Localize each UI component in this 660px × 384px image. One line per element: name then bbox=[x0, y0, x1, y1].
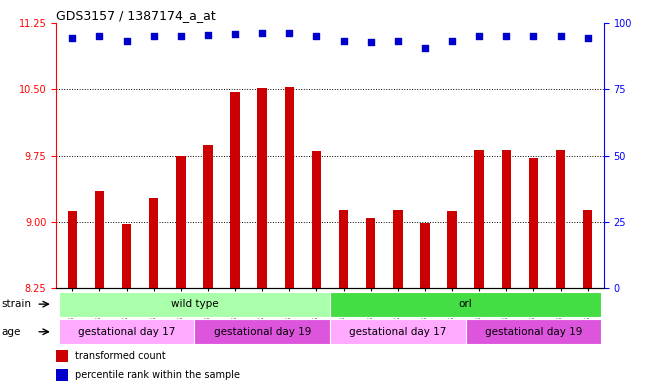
Point bbox=[501, 33, 512, 40]
Point bbox=[67, 35, 78, 41]
Text: transformed count: transformed count bbox=[75, 351, 166, 361]
Text: gestational day 17: gestational day 17 bbox=[349, 327, 446, 337]
Bar bbox=[339, 210, 348, 288]
Point bbox=[393, 38, 403, 44]
Bar bbox=[330, 319, 465, 344]
Point bbox=[366, 40, 376, 46]
Point bbox=[230, 31, 240, 37]
Bar bbox=[56, 350, 68, 362]
Bar bbox=[583, 210, 593, 288]
Bar bbox=[149, 198, 158, 288]
Bar bbox=[475, 149, 484, 288]
Point bbox=[148, 33, 159, 40]
Point bbox=[284, 30, 294, 36]
Bar bbox=[447, 210, 457, 288]
Text: gestational day 19: gestational day 19 bbox=[484, 327, 582, 337]
Bar bbox=[284, 87, 294, 288]
Bar bbox=[56, 369, 68, 381]
Bar bbox=[67, 212, 77, 288]
Point bbox=[528, 33, 539, 40]
Point bbox=[582, 35, 593, 41]
Bar bbox=[203, 145, 213, 288]
Text: orl: orl bbox=[459, 299, 473, 309]
Bar bbox=[257, 88, 267, 288]
Text: percentile rank within the sample: percentile rank within the sample bbox=[75, 370, 240, 380]
Text: strain: strain bbox=[1, 299, 31, 309]
Text: gestational day 19: gestational day 19 bbox=[214, 327, 311, 337]
Point bbox=[121, 38, 132, 44]
Bar bbox=[176, 156, 185, 288]
Bar bbox=[95, 191, 104, 288]
Point bbox=[176, 33, 186, 40]
Bar bbox=[502, 149, 511, 288]
Point bbox=[447, 38, 457, 44]
Point bbox=[339, 38, 349, 44]
Bar bbox=[195, 319, 330, 344]
Bar bbox=[59, 319, 195, 344]
Bar bbox=[122, 224, 131, 288]
Bar bbox=[230, 92, 240, 288]
Text: GDS3157 / 1387174_a_at: GDS3157 / 1387174_a_at bbox=[56, 9, 216, 22]
Bar bbox=[529, 158, 538, 288]
Bar bbox=[465, 319, 601, 344]
Text: wild type: wild type bbox=[170, 299, 218, 309]
Point bbox=[555, 33, 566, 40]
Point bbox=[94, 33, 105, 40]
Bar bbox=[59, 292, 330, 316]
Point bbox=[311, 33, 321, 40]
Bar bbox=[393, 210, 403, 288]
Point bbox=[420, 45, 430, 51]
Point bbox=[257, 30, 267, 36]
Bar bbox=[330, 292, 601, 316]
Bar bbox=[312, 151, 321, 288]
Text: gestational day 17: gestational day 17 bbox=[78, 327, 176, 337]
Point bbox=[203, 31, 213, 38]
Bar bbox=[366, 218, 376, 288]
Bar bbox=[556, 149, 565, 288]
Text: age: age bbox=[1, 327, 20, 337]
Point bbox=[474, 33, 484, 40]
Bar bbox=[420, 223, 430, 288]
